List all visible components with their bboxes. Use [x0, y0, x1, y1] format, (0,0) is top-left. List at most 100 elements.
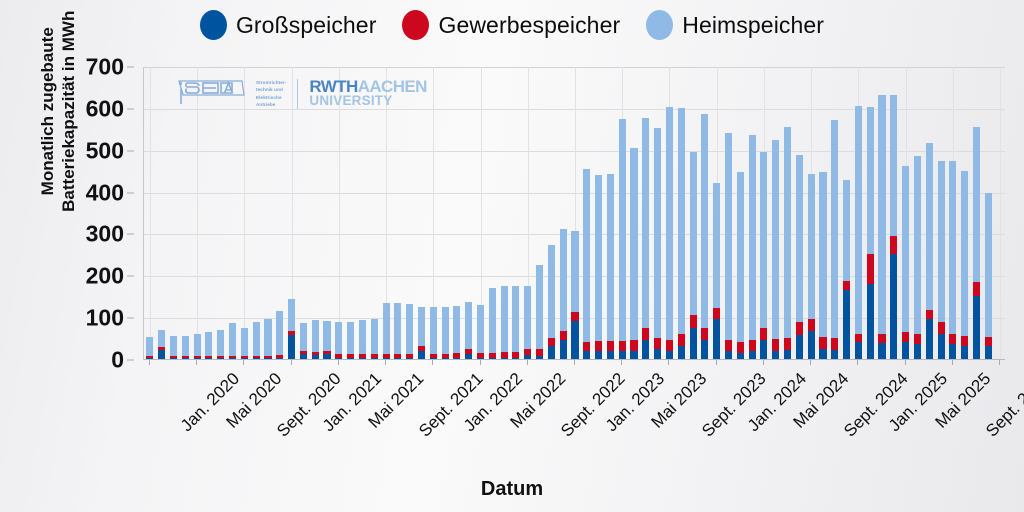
gridline-vertical — [291, 67, 293, 359]
bar-column[interactable] — [677, 107, 685, 359]
bar-column[interactable] — [299, 322, 307, 359]
bar-segment-gross — [583, 351, 591, 359]
legend-swatch-gewerbespeicher — [402, 10, 430, 40]
bar-column[interactable] — [902, 166, 910, 359]
bar-segment-gewerbe — [654, 337, 662, 349]
bar-column[interactable] — [417, 306, 426, 359]
bar-column[interactable] — [595, 174, 603, 359]
bar-column[interactable] — [736, 171, 744, 359]
bar-column[interactable] — [854, 105, 862, 359]
gridline-vertical — [197, 67, 199, 359]
bar-segment-gewerbe — [618, 341, 626, 352]
bar-column[interactable] — [913, 156, 921, 359]
bar-column[interactable] — [547, 245, 555, 359]
bar-segment-gewerbe — [229, 355, 237, 359]
bar-column[interactable] — [819, 171, 827, 359]
legend-item-gewerbespeicher[interactable]: Gewerbespeicher — [402, 10, 620, 40]
bar-column[interactable] — [713, 183, 721, 359]
bar-column[interactable] — [311, 319, 319, 359]
bar-column[interactable] — [583, 168, 591, 359]
bar-segment-gewerbe — [524, 348, 532, 355]
legend-item-heimspeicher[interactable]: Heimspeicher — [646, 10, 824, 40]
bar-column[interactable] — [984, 192, 992, 359]
bar-column[interactable] — [169, 336, 178, 359]
bar-column[interactable] — [654, 128, 662, 359]
bar-column[interactable] — [193, 333, 201, 359]
bar-column[interactable] — [807, 174, 815, 359]
bar-segment-gross — [665, 350, 673, 359]
y-tick-mark — [127, 275, 134, 277]
bar-column[interactable] — [831, 120, 839, 359]
bar-column[interactable] — [476, 304, 485, 359]
bar-segment-heim — [961, 171, 969, 337]
bar-column[interactable] — [878, 95, 886, 359]
bar-column[interactable] — [536, 264, 544, 359]
bar-column[interactable] — [866, 107, 874, 359]
isea-subtitle-line: technik und — [256, 87, 283, 93]
bar-column[interactable] — [181, 335, 189, 359]
x-axis-title: Datum — [480, 478, 544, 500]
bar-column[interactable] — [252, 322, 260, 359]
bar-column[interactable] — [382, 302, 390, 359]
bar-segment-gewerbe — [429, 353, 437, 358]
bar-column[interactable] — [429, 306, 437, 359]
bar-segment-gross — [453, 357, 461, 359]
bar-column[interactable] — [217, 330, 225, 359]
bar-column[interactable] — [937, 161, 945, 359]
bar-column[interactable] — [843, 180, 851, 359]
bar-column[interactable] — [500, 286, 508, 359]
bar-column[interactable] — [205, 331, 213, 359]
bar-column[interactable] — [748, 134, 756, 359]
bar-column[interactable] — [358, 320, 366, 359]
bar-segment-gross — [984, 346, 992, 359]
bar-column[interactable] — [406, 303, 414, 359]
bar-column[interactable] — [618, 119, 626, 359]
bar-column[interactable] — [512, 286, 520, 359]
bar-column[interactable] — [665, 107, 673, 359]
bar-column[interactable] — [701, 114, 709, 359]
bar-column[interactable] — [158, 329, 166, 359]
bar-segment-gross — [264, 358, 272, 359]
bar-column[interactable] — [240, 328, 248, 359]
bar-column[interactable] — [394, 302, 402, 359]
bar-column[interactable] — [689, 151, 697, 359]
bar-column[interactable] — [890, 95, 898, 359]
x-tick-mark — [668, 360, 670, 365]
bar-column[interactable] — [276, 310, 284, 359]
bar-column[interactable] — [264, 318, 272, 359]
bar-segment-heim — [724, 132, 733, 340]
bar-column[interactable] — [335, 322, 343, 359]
bar-column[interactable] — [524, 285, 532, 359]
bar-column[interactable] — [724, 132, 733, 359]
bar-column[interactable] — [795, 154, 803, 359]
bar-column[interactable] — [961, 171, 969, 359]
bar-column[interactable] — [784, 126, 792, 359]
bar-column[interactable] — [925, 142, 933, 359]
bar-column[interactable] — [559, 228, 567, 359]
bar-column[interactable] — [972, 126, 980, 359]
bar-column[interactable] — [571, 230, 579, 359]
bar-column[interactable] — [630, 147, 638, 359]
bar-column[interactable] — [288, 299, 296, 359]
bar-column[interactable] — [772, 140, 780, 359]
bar-column[interactable] — [370, 318, 378, 359]
bar-column[interactable] — [453, 305, 461, 359]
bar-column[interactable] — [465, 302, 473, 359]
bar-segment-gewerbe — [252, 355, 260, 359]
bar-column[interactable] — [229, 322, 237, 359]
bar-segment-heim — [748, 134, 756, 340]
rwth-logo-bottom: UNIVERSITY — [309, 93, 393, 109]
legend-item-grossspeicher[interactable]: Großspeicher — [199, 10, 377, 40]
bar-column[interactable] — [949, 160, 957, 359]
bar-column[interactable] — [642, 118, 650, 359]
bar-segment-heim — [890, 95, 898, 236]
bar-column[interactable] — [347, 321, 355, 359]
y-tick-mark — [127, 66, 134, 68]
bar-column[interactable] — [441, 306, 449, 359]
bar-segment-gewerbe — [276, 355, 284, 359]
bar-column[interactable] — [146, 337, 154, 359]
bar-column[interactable] — [606, 174, 614, 359]
bar-column[interactable] — [488, 287, 496, 359]
bar-column[interactable] — [760, 151, 768, 359]
bar-column[interactable] — [323, 320, 331, 359]
